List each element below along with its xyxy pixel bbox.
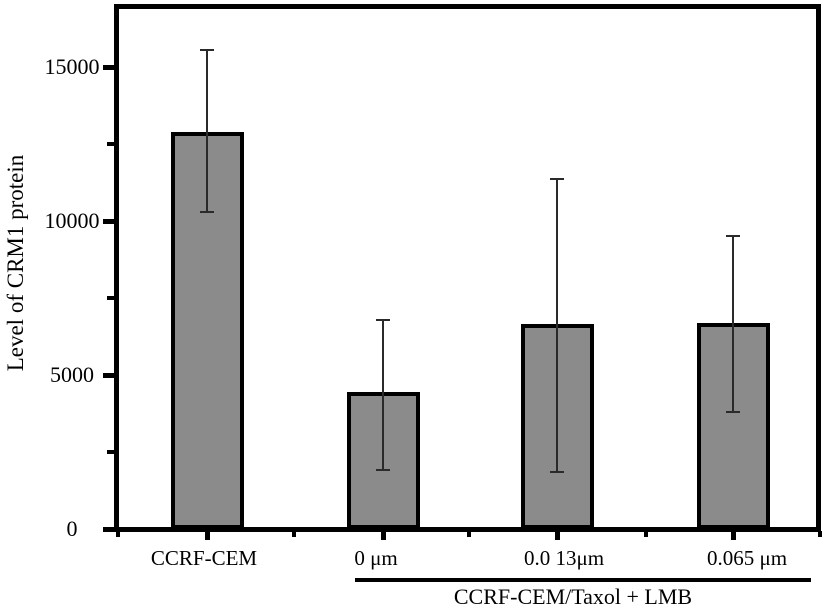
x-axis-major-tick bbox=[554, 531, 560, 540]
x-category-label: 0 μm bbox=[354, 546, 398, 570]
error-bar-line bbox=[732, 236, 734, 412]
error-bar-cap bbox=[376, 318, 390, 321]
error-bar-cap bbox=[376, 469, 390, 472]
error-bar-cap bbox=[726, 410, 740, 413]
x-axis-minor-tick bbox=[644, 531, 648, 537]
y-axis-major-tick bbox=[103, 372, 115, 378]
y-axis-tick-label: 0 bbox=[66, 516, 78, 541]
x-axis-major-tick bbox=[730, 531, 736, 540]
error-bar-line bbox=[382, 319, 384, 471]
y-axis-minor-tick bbox=[107, 296, 115, 300]
error-bar-cap bbox=[726, 235, 740, 238]
y-axis-tick-label: 10000 bbox=[44, 208, 100, 233]
error-bar-cap bbox=[550, 471, 564, 474]
y-axis-tick-label: 15000 bbox=[44, 54, 100, 79]
x-axis-minor-tick bbox=[818, 531, 822, 537]
x-category-label: 0.0 13μm bbox=[523, 546, 605, 570]
y-axis-tick-label: 5000 bbox=[50, 362, 94, 387]
error-bar-cap bbox=[200, 49, 214, 52]
x-axis-major-tick bbox=[380, 531, 386, 540]
group-bracket-label: CCRF-CEM/Taxol + LMB bbox=[453, 584, 693, 609]
y-axis-major-tick bbox=[103, 526, 115, 532]
x-axis-minor-tick bbox=[467, 531, 471, 537]
error-bar-line bbox=[206, 50, 208, 212]
error-bar-cap bbox=[550, 178, 564, 181]
group-bracket-line bbox=[355, 578, 811, 582]
y-axis-minor-tick bbox=[107, 142, 115, 146]
y-axis-major-tick bbox=[103, 64, 115, 70]
x-category-label: CCRF-CEM bbox=[150, 546, 258, 570]
x-category-label: 0.065 μm bbox=[706, 546, 788, 570]
error-bar-line bbox=[556, 179, 558, 472]
x-axis-minor-tick bbox=[116, 531, 120, 537]
x-axis-minor-tick bbox=[292, 531, 296, 537]
y-axis-major-tick bbox=[103, 218, 115, 224]
x-axis-major-tick bbox=[204, 531, 210, 540]
y-axis-minor-tick bbox=[107, 450, 115, 454]
error-bar-cap bbox=[200, 210, 214, 213]
